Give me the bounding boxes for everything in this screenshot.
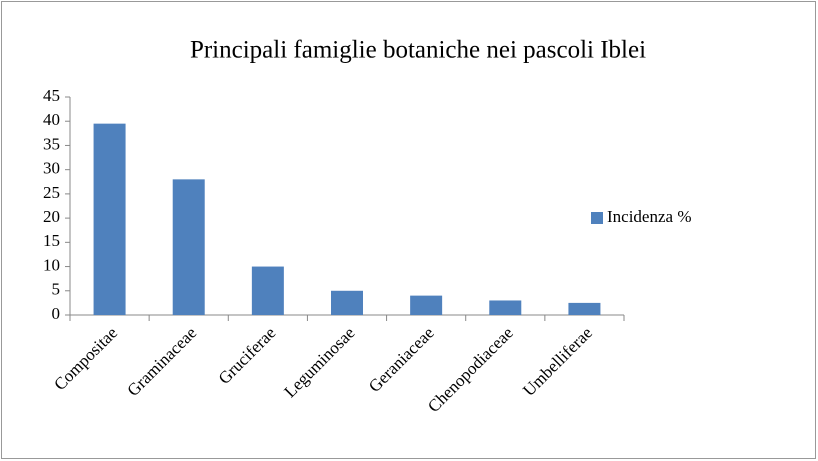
legend-swatch [591,212,603,224]
y-tick-label: 30 [43,159,60,178]
chart-title: Principali famiglie botaniche nei pascol… [190,37,646,64]
bar [93,123,126,316]
y-tick-label: 25 [43,183,60,202]
y-tick-label: 15 [43,231,60,250]
bar [410,295,443,315]
y-tick-label: 10 [43,255,60,274]
y-tick-label: 45 [43,86,60,105]
bar [251,266,284,315]
y-tick-label: 40 [43,110,60,129]
y-tick-label: 20 [43,207,60,226]
bar [172,179,205,315]
bar [568,302,601,315]
y-tick-label: 35 [43,134,60,153]
bar [489,300,522,315]
y-tick-label: 5 [52,280,61,299]
y-tick-label: 0 [52,304,61,323]
bar [331,290,363,315]
legend-label: Incidenza % [607,207,691,226]
